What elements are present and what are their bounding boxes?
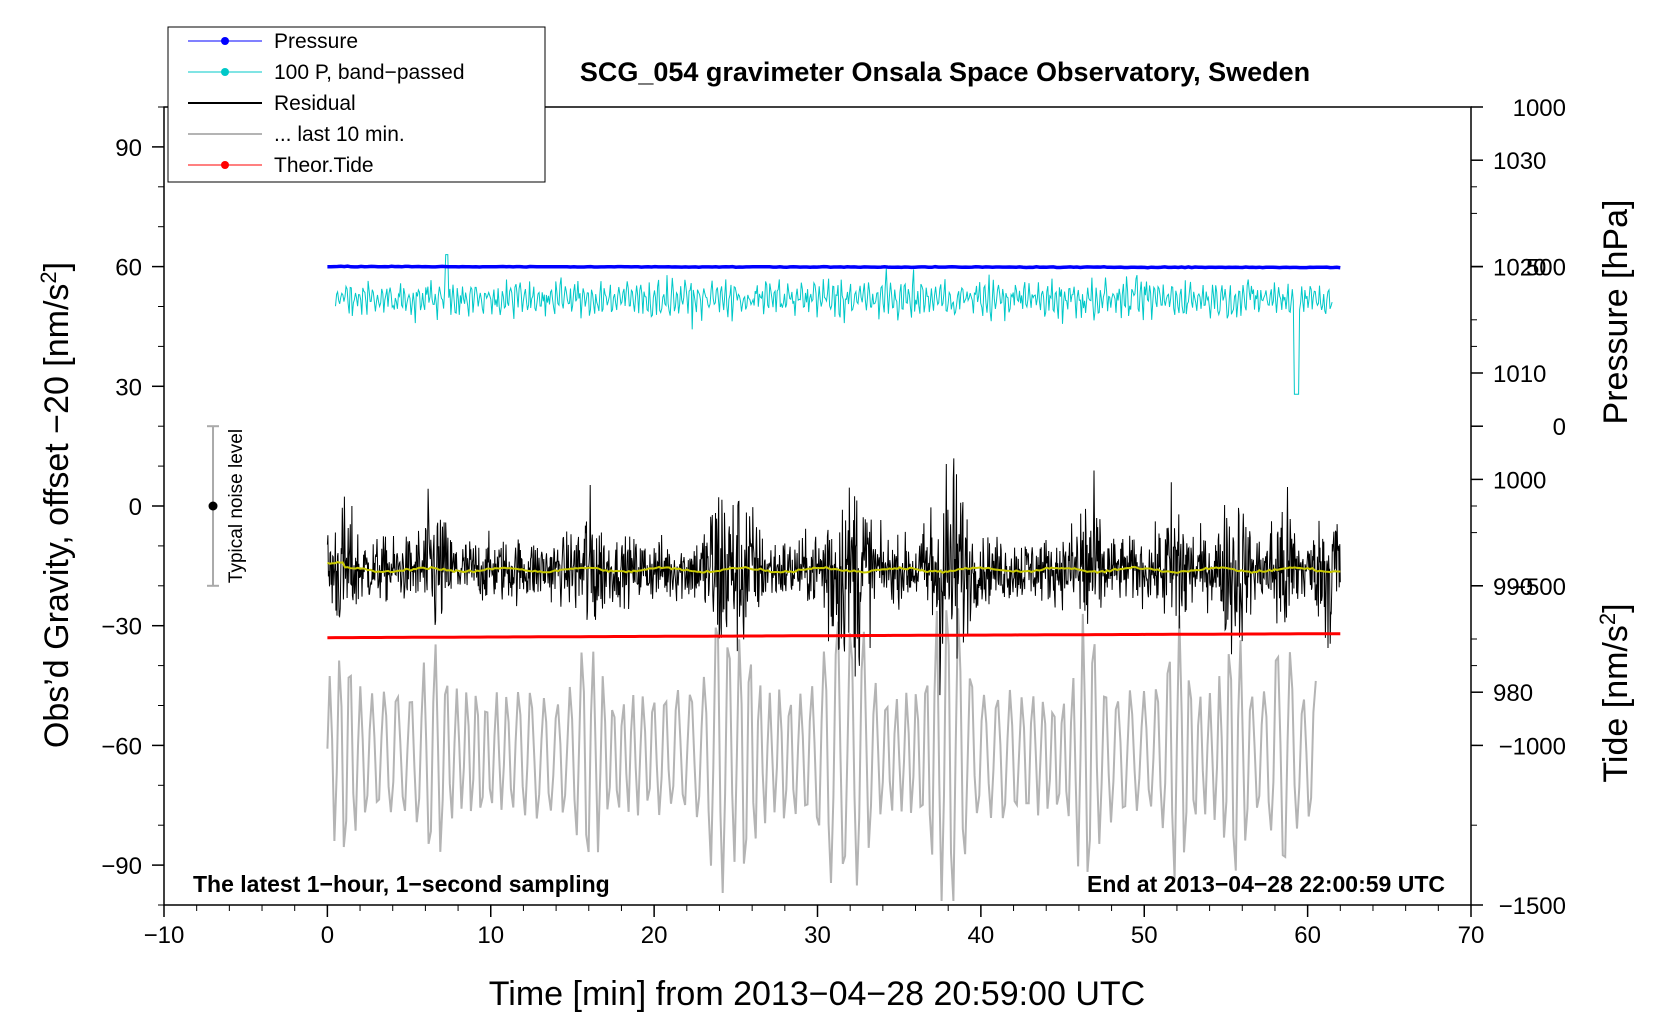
footer-left: The latest 1−hour, 1−second sampling xyxy=(193,871,610,897)
series-pressure xyxy=(327,264,1341,270)
x-tick-label: 70 xyxy=(1458,922,1485,949)
footer-right: End at 2013−04−28 22:00:59 UTC xyxy=(1087,871,1445,897)
chart-title: SCG_054 gravimeter Onsala Space Observat… xyxy=(580,57,1310,87)
x-tick-label: 0 xyxy=(321,922,334,949)
legend-label: ... last 10 min. xyxy=(274,123,405,146)
series-band-passed-pressure xyxy=(335,254,1333,395)
tide-axis-title-sup: 2 xyxy=(1595,613,1620,625)
y-left-tick-label: −90 xyxy=(101,853,142,880)
y-left-tick-label: 60 xyxy=(115,255,142,282)
tide-tick-label: −1000 xyxy=(1499,733,1566,760)
plot-frame xyxy=(163,106,1472,906)
series-residual xyxy=(326,458,1341,696)
y-left-tick-label: −60 xyxy=(101,733,142,760)
tide-tick-label: 0 xyxy=(1553,414,1566,441)
y-left-axis-ticks: 90 60 30 0 −30 −60 −90 xyxy=(101,106,164,906)
pressure-axis-title: Pressure [hPa] xyxy=(1597,200,1635,425)
pressure-tick-label: 1020 xyxy=(1493,255,1546,282)
noise-bar-center-dot xyxy=(208,501,218,511)
y-left-axis-title-main: Obs’d Gravity, offset −20 [nm/s xyxy=(38,284,76,749)
tide-axis-ticks: 1000 500 0 −500 −1000 −1500 xyxy=(1471,95,1566,920)
tide-tick-label: 1000 xyxy=(1513,95,1566,122)
y-left-tick-label: 90 xyxy=(115,135,142,162)
legend-items: Pressure 100 P, band−passed Residual ... la… xyxy=(188,30,465,177)
pressure-tick-label: 1030 xyxy=(1493,148,1546,175)
y-left-tick-label: 0 xyxy=(129,494,142,521)
x-tick-label: 60 xyxy=(1294,922,1321,949)
legend-marker xyxy=(221,68,229,76)
legend-marker xyxy=(221,161,229,169)
tide-axis-title-main: Tide [nm/s xyxy=(1597,625,1635,782)
x-tick-label: 30 xyxy=(804,922,831,949)
typical-noise-bar: Typical noise level xyxy=(207,425,247,587)
y-left-axis-title-end: ] xyxy=(38,262,76,271)
legend-label: Pressure xyxy=(274,30,358,53)
pressure-tick-label: 980 xyxy=(1493,680,1533,707)
x-tick-label: 10 xyxy=(477,922,504,949)
pressure-tick-label: 1000 xyxy=(1493,467,1546,494)
x-axis-title: Time [min] from 2013−04−28 20:59:00 UTC xyxy=(489,975,1145,1013)
x-axis-ticks: −10 0 10 20 30 40 50 60 70 xyxy=(144,905,1485,949)
series-layer xyxy=(326,254,1341,902)
series-residual-smoothed xyxy=(327,561,1341,574)
x-tick-label: 50 xyxy=(1131,922,1158,949)
pressure-tick-label: 990 xyxy=(1493,574,1533,601)
tide-tick-label: −500 xyxy=(1512,574,1566,601)
y-left-axis-title: Obs’d Gravity, offset −20 [nm/s2] xyxy=(36,262,76,748)
x-tick-label: 20 xyxy=(641,922,668,949)
series-last-10-min xyxy=(326,608,1317,902)
series-theor-tide xyxy=(327,632,1341,640)
pressure-axis-ticks: 1030 1020 1010 1000 990 980 xyxy=(1471,106,1546,746)
legend-label: Residual xyxy=(274,92,356,115)
legend-box xyxy=(167,26,546,183)
pressure-tick-label: 1010 xyxy=(1493,361,1546,388)
y-left-axis-title-sup: 2 xyxy=(36,271,61,283)
legend-label: Theor.Tide xyxy=(274,154,374,177)
legend-marker xyxy=(221,37,229,45)
tide-axis-title-end: ] xyxy=(1597,603,1635,612)
legend-label: 100 P, band−passed xyxy=(274,61,465,84)
noise-label: Typical noise level xyxy=(226,429,247,583)
y-left-tick-label: −30 xyxy=(101,614,142,641)
tide-tick-label: −1500 xyxy=(1499,893,1566,920)
y-left-tick-label: 30 xyxy=(115,374,142,401)
x-tick-label: −10 xyxy=(144,922,185,949)
x-tick-label: 40 xyxy=(968,922,995,949)
tide-axis-title: Tide [nm/s2] xyxy=(1595,603,1635,782)
legend: Pressure 100 P, band−passed Residual ... la… xyxy=(167,26,546,183)
tide-tick-label: 500 xyxy=(1526,255,1566,282)
